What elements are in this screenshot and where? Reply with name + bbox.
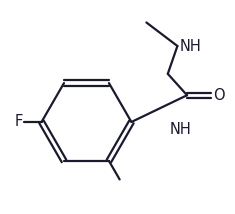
Text: NH: NH [170,122,192,137]
Text: NH: NH [180,39,201,54]
Text: O: O [213,88,224,103]
Text: F: F [14,114,23,129]
